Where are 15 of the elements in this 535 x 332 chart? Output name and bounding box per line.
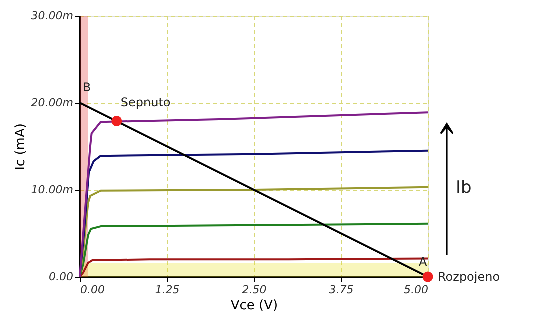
x-tick-label: 3.75	[329, 284, 354, 296]
y-tick-label: 30.00m	[31, 10, 74, 22]
y-axis-title: Ic (mA)	[13, 124, 28, 170]
x-tick-label: 0.00	[80, 284, 105, 296]
y-tick-label: 0.00	[49, 270, 74, 284]
annotation: Sepnuto	[120, 95, 171, 110]
x-axis-title: Vce (V)	[230, 298, 278, 314]
text: Ib	[456, 178, 472, 198]
y-tick-label: 20.00m	[31, 96, 74, 110]
x-tick-label: 2.50	[242, 284, 267, 296]
annotation: Rozpojeno	[438, 270, 500, 284]
y-tick-label: 10.00m	[31, 184, 74, 196]
x-tick-label: 5.00	[404, 284, 428, 296]
x-tick-label: 1.25	[155, 284, 180, 296]
annotation: B	[82, 80, 92, 94]
